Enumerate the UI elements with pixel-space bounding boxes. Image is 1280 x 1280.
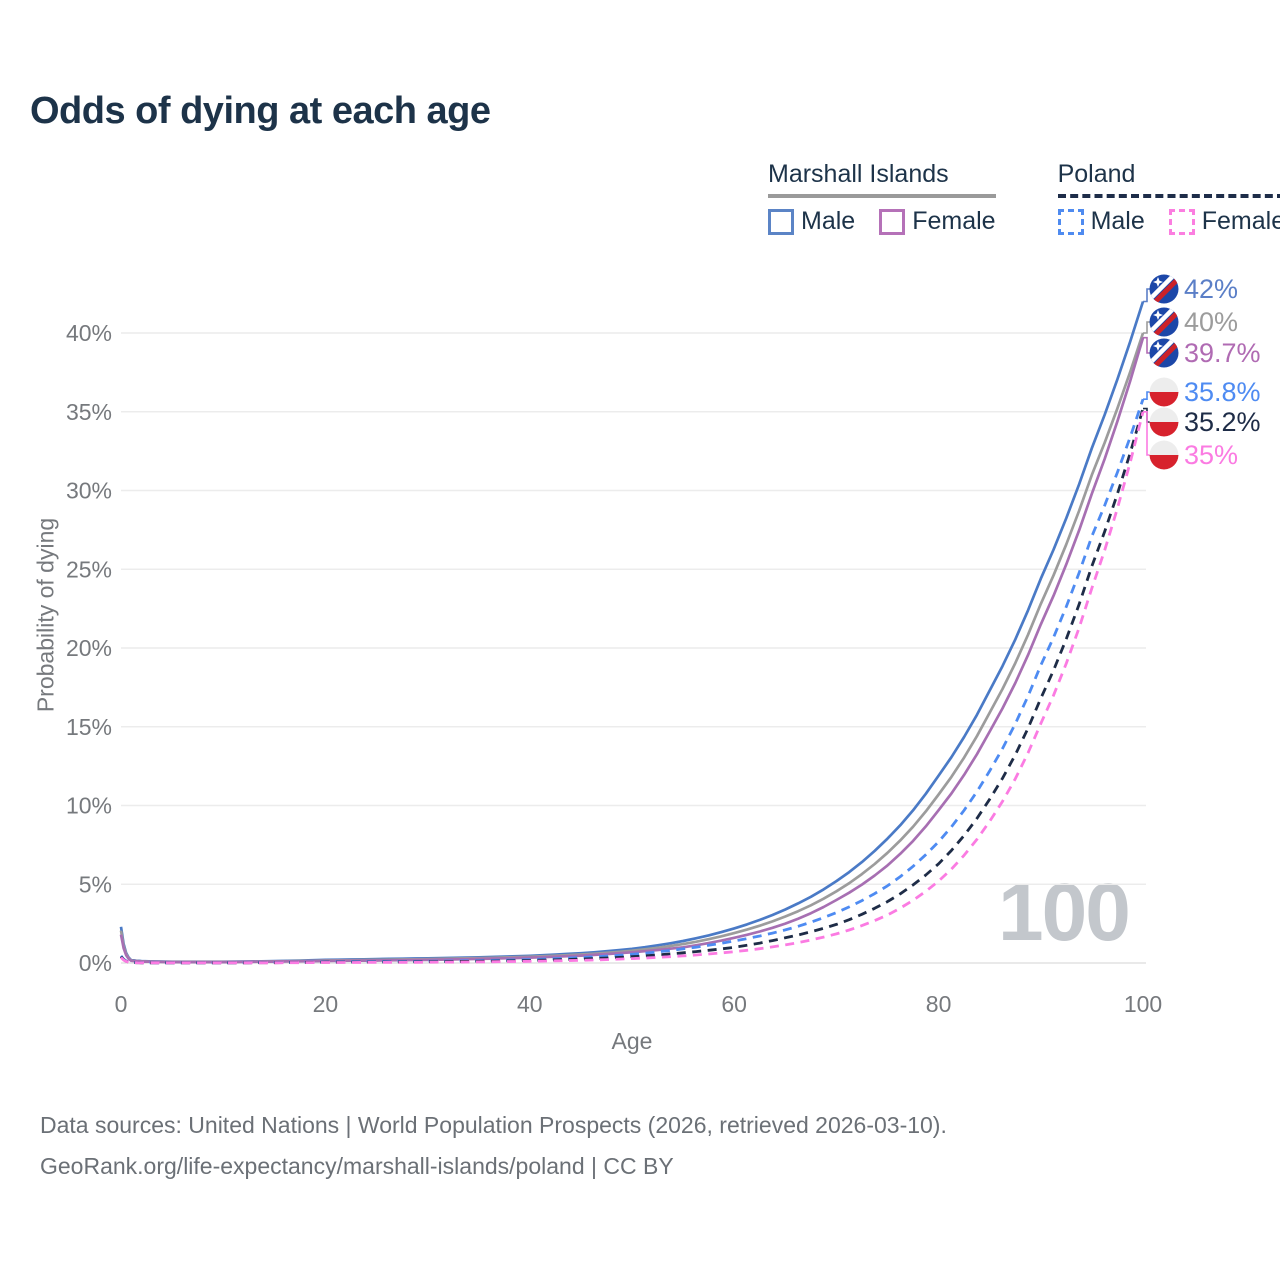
y-tick-label: 10% (66, 793, 112, 819)
poland-flag-icon (1149, 377, 1179, 407)
end-value-label-poland-both-sexes: 35.2% (1184, 407, 1261, 437)
y-tick-label: 15% (66, 714, 112, 740)
end-label-connector-poland-male (1143, 391, 1150, 400)
y-tick-label: 30% (66, 478, 112, 504)
legend-group-poland: Poland Male Female (1057, 160, 1280, 236)
series-line-marshall-islands-female[interactable] (119, 337, 1145, 964)
end-value-label-poland-male: 35.8% (1184, 377, 1261, 407)
legend-item-poland-male[interactable]: Male (1057, 207, 1145, 236)
legend-underline-dashed (1057, 194, 1280, 198)
page-title: Odds of dying at each age (30, 90, 491, 132)
end-value-label-marshall-islands-female: 39.7% (1184, 338, 1261, 368)
end-value-label-marshall-islands-male: 42% (1184, 274, 1238, 304)
y-axis-title: Probability of dying (32, 517, 59, 713)
poland-flag-icon (1149, 440, 1179, 470)
legend-item-poland-female[interactable]: Female (1168, 207, 1280, 236)
legend-group-marshall-islands: Marshall Islands Male Female (768, 160, 996, 236)
y-tick-label: 5% (79, 871, 112, 897)
end-label-connector-marshall-islands-both-sexes (1143, 321, 1150, 334)
x-tick-label: 100 (1124, 991, 1162, 1017)
series-line-poland-male[interactable] (119, 398, 1145, 965)
end-value-label-poland-female: 35% (1184, 440, 1238, 470)
x-tick-label: 0 (115, 991, 128, 1017)
y-tick-label: 0% (79, 950, 112, 976)
legend-item-label: Male (1090, 207, 1145, 235)
x-tick-label: 80 (926, 991, 952, 1017)
marshall-islands-flag-icon (1149, 307, 1179, 337)
y-tick-label: 40% (66, 320, 112, 346)
legend-item-label: Male (801, 207, 856, 235)
age-counter-watermark: 100 (998, 867, 1131, 958)
legend-group-title: Marshall Islands (768, 160, 949, 188)
end-label-connector-poland-female (1143, 411, 1150, 456)
legend-item-label: Female (1201, 207, 1280, 235)
y-tick-label: 35% (66, 399, 112, 425)
series-line-marshall-islands-male[interactable] (119, 301, 1145, 964)
x-tick-label: 60 (721, 991, 747, 1017)
legend-item-marshall-islands-male[interactable]: Male (768, 207, 855, 236)
legend-swatch-icon (768, 208, 794, 235)
series-line-poland-both-sexes[interactable] (119, 408, 1145, 965)
legend-group-title: Poland (1057, 160, 1136, 188)
marshall-islands-flag-icon (1149, 274, 1179, 304)
footer-attribution-link: GeoRank.org/life-expectancy/marshall-isl… (40, 1153, 674, 1179)
x-tick-label: 20 (313, 991, 339, 1017)
legend-item-marshall-islands-female[interactable]: Female (879, 207, 996, 236)
x-axis-title: Age (611, 1028, 653, 1054)
y-tick-label: 25% (66, 556, 112, 582)
legend-swatch-icon (1057, 208, 1084, 235)
footer-data-sources: Data sources: United Nations | World Pop… (40, 1112, 947, 1138)
end-label-connector-marshall-islands-male (1143, 288, 1150, 303)
end-label-connector-marshall-islands-female (1143, 336, 1150, 354)
poland-flag-icon (1149, 407, 1179, 437)
series-line-poland-female[interactable] (120, 411, 1145, 965)
marshall-islands-flag-icon (1149, 338, 1179, 368)
x-tick-label: 40 (517, 991, 543, 1017)
legend-swatch-icon (1168, 208, 1195, 235)
y-tick-label: 20% (66, 635, 112, 661)
footer: Data sources: United Nations | World Pop… (40, 1105, 947, 1187)
legend: Marshall Islands Male Female Poland Male (768, 160, 1280, 236)
legend-swatch-icon (879, 208, 906, 235)
end-value-label-marshall-islands-both-sexes: 40% (1184, 307, 1238, 337)
legend-underline-solid (768, 194, 996, 198)
legend-item-label: Female (912, 207, 996, 235)
